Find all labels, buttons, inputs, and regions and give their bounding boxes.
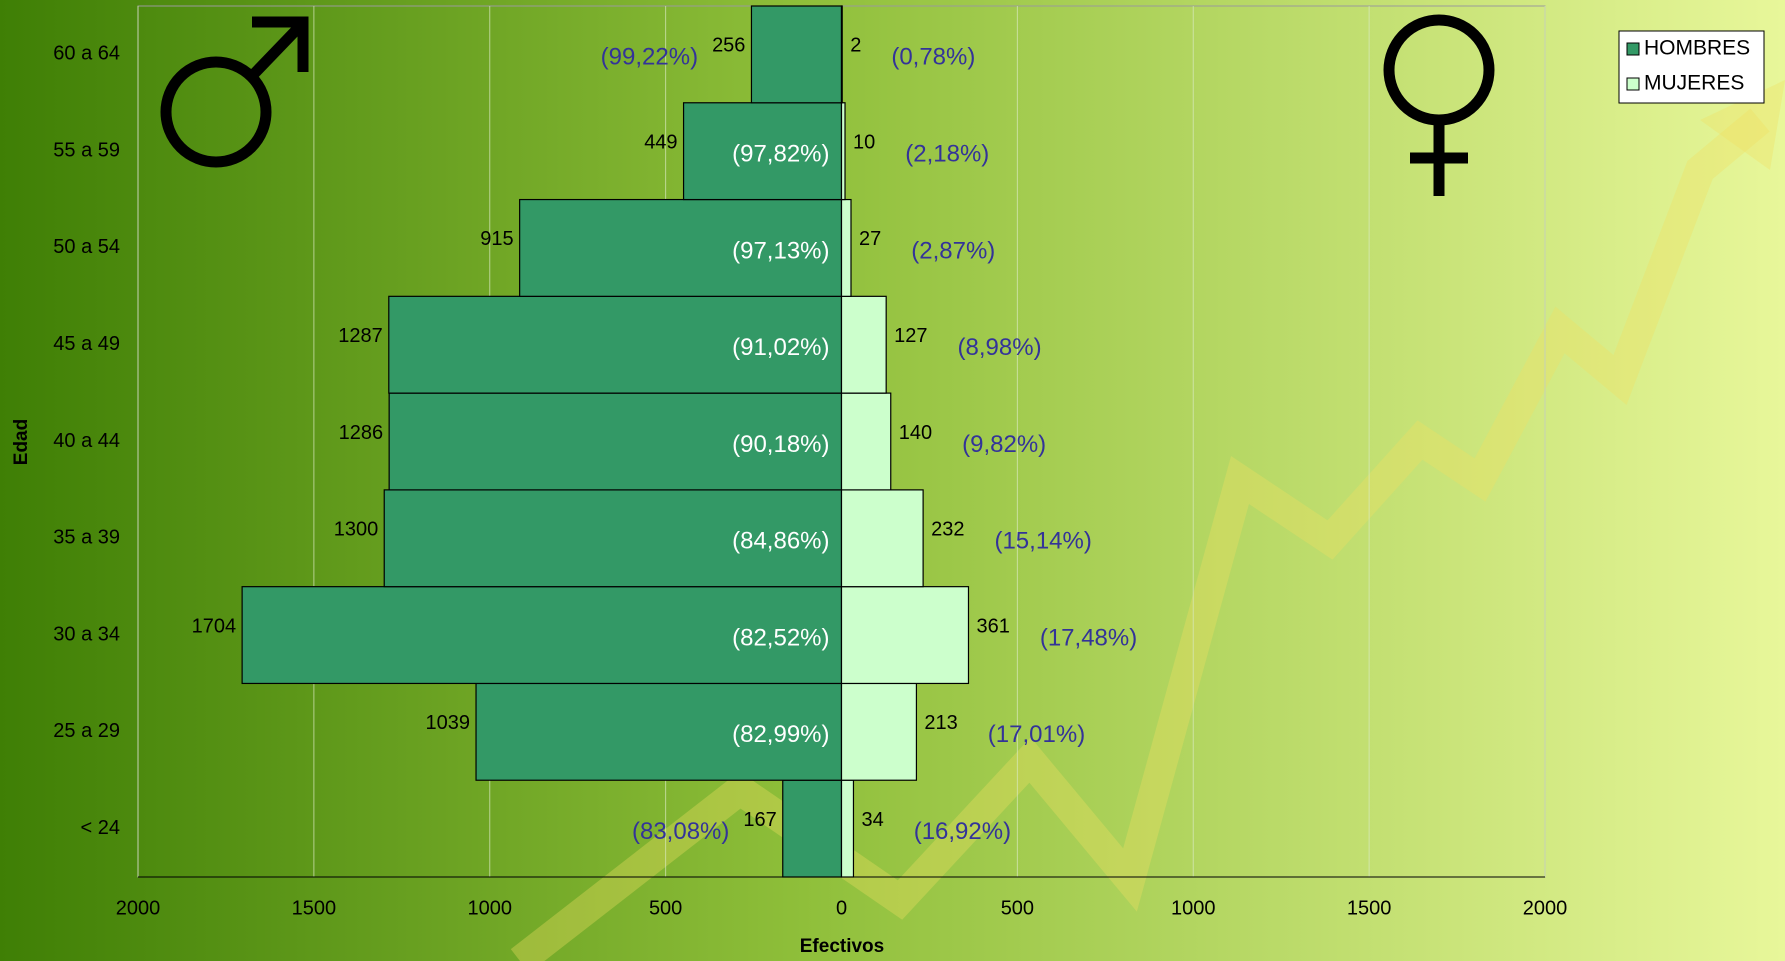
value-label: 915 bbox=[480, 228, 513, 250]
male-symbol bbox=[160, 16, 309, 168]
value-label: 167 bbox=[743, 809, 776, 831]
share-label: (90,18%) bbox=[732, 431, 829, 458]
bar bbox=[840, 295, 887, 394]
y-tick-label: 40 a 44 bbox=[53, 430, 120, 452]
bar bbox=[840, 682, 918, 781]
y-tick-label: 30 a 34 bbox=[53, 623, 120, 645]
share-label: (83,08%) bbox=[632, 818, 729, 845]
bar bbox=[519, 198, 843, 297]
x-tick-label: 1500 bbox=[292, 897, 337, 919]
bar bbox=[840, 5, 843, 104]
share-label: (16,92%) bbox=[914, 818, 1011, 845]
share-label: (97,13%) bbox=[732, 237, 829, 264]
bar bbox=[388, 295, 843, 394]
y-tick-label: 50 a 54 bbox=[53, 236, 120, 258]
value-label: 1300 bbox=[334, 519, 379, 541]
x-tick-label: 2000 bbox=[1523, 897, 1568, 919]
bar bbox=[241, 586, 843, 685]
value-label: 27 bbox=[859, 228, 881, 250]
share-label: (0,78%) bbox=[891, 44, 975, 71]
legend-label: MUJERES bbox=[1644, 72, 1744, 95]
legend-swatch bbox=[1626, 77, 1640, 91]
value-label: 361 bbox=[976, 615, 1009, 637]
x-tick-label: 0 bbox=[836, 897, 847, 919]
value-label: 1039 bbox=[426, 712, 471, 734]
share-label: (8,98%) bbox=[958, 334, 1042, 361]
x-axis-title: Efectivos bbox=[800, 936, 884, 957]
value-label: 232 bbox=[931, 519, 964, 541]
share-label: (82,52%) bbox=[732, 624, 829, 651]
share-label: (97,82%) bbox=[732, 141, 829, 168]
bar bbox=[840, 489, 924, 588]
x-tick-label: 1000 bbox=[468, 897, 513, 919]
x-tick-label: 500 bbox=[1001, 897, 1034, 919]
y-axis-title: Edad bbox=[11, 419, 32, 465]
bar bbox=[782, 779, 843, 878]
y-tick-label: 25 a 29 bbox=[53, 720, 120, 742]
value-label: 213 bbox=[924, 712, 957, 734]
bar bbox=[840, 102, 846, 201]
share-label: (17,48%) bbox=[1040, 624, 1137, 651]
share-label: (17,01%) bbox=[988, 721, 1085, 748]
x-tick-label: 2000 bbox=[116, 897, 161, 919]
decorative-arrow bbox=[510, 108, 1770, 961]
legend-box bbox=[1618, 30, 1765, 104]
bar bbox=[682, 102, 843, 201]
value-label: 1286 bbox=[339, 422, 384, 444]
female-symbol bbox=[1383, 14, 1495, 196]
share-label: (2,18%) bbox=[905, 141, 989, 168]
bar bbox=[750, 5, 843, 104]
y-tick-label: 55 a 59 bbox=[53, 139, 120, 161]
y-tick-label: 60 a 64 bbox=[53, 43, 120, 65]
value-label: 10 bbox=[853, 131, 875, 153]
value-label: 127 bbox=[894, 325, 927, 347]
y-tick-label: < 24 bbox=[81, 817, 120, 839]
value-label: 140 bbox=[899, 422, 932, 444]
x-tick-label: 1500 bbox=[1347, 897, 1392, 919]
value-label: 34 bbox=[861, 809, 883, 831]
bar bbox=[840, 392, 892, 491]
x-tick-label: 1000 bbox=[1171, 897, 1216, 919]
bar bbox=[388, 392, 843, 491]
share-label: (91,02%) bbox=[732, 334, 829, 361]
y-tick-label: 45 a 49 bbox=[53, 333, 120, 355]
share-label: (84,86%) bbox=[732, 528, 829, 555]
bar bbox=[840, 198, 852, 297]
share-label: (9,82%) bbox=[962, 431, 1046, 458]
value-label: 256 bbox=[712, 35, 745, 57]
share-label: (82,99%) bbox=[732, 721, 829, 748]
value-label: 1287 bbox=[338, 325, 383, 347]
bar bbox=[383, 489, 843, 588]
value-label: 449 bbox=[644, 131, 677, 153]
y-tick-label: 35 a 39 bbox=[53, 527, 120, 549]
x-tick-label: 500 bbox=[649, 897, 682, 919]
share-label: (99,22%) bbox=[601, 44, 698, 71]
value-label: 1704 bbox=[192, 615, 237, 637]
bar bbox=[840, 779, 855, 878]
share-label: (15,14%) bbox=[994, 528, 1091, 555]
bar bbox=[840, 586, 970, 685]
legend-swatch bbox=[1626, 42, 1640, 56]
value-label: 2 bbox=[850, 35, 861, 57]
bar bbox=[475, 682, 843, 781]
legend-label: HOMBRES bbox=[1644, 37, 1750, 60]
share-label: (2,87%) bbox=[911, 237, 995, 264]
